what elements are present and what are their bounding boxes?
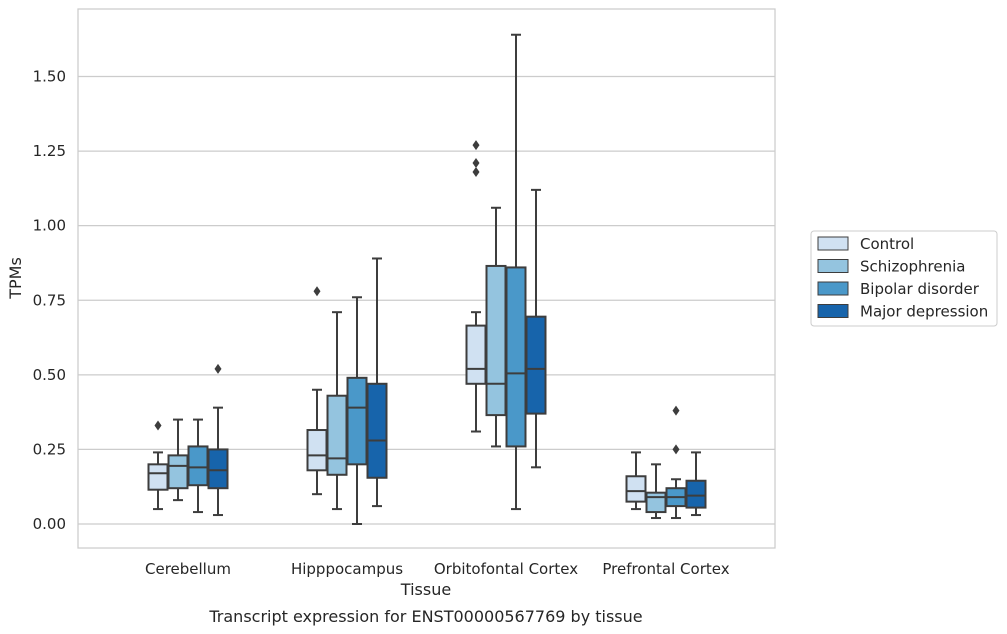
box xyxy=(645,463,667,520)
series-control xyxy=(147,140,647,511)
box-body xyxy=(207,448,229,490)
y-tick-label: 1.50 xyxy=(33,68,66,86)
legend-label: Schizophrenia xyxy=(860,258,965,276)
box xyxy=(346,296,368,525)
box xyxy=(306,286,328,496)
y-tick-label: 0.75 xyxy=(33,291,66,309)
y-tick-label: 0.50 xyxy=(33,366,66,384)
box xyxy=(525,188,547,469)
x-tick-label: Prefrontal Cortex xyxy=(602,560,729,578)
y-tick-label: 0.25 xyxy=(33,440,66,458)
box xyxy=(167,418,189,502)
box-body xyxy=(485,264,507,417)
y-tick-label: 0.00 xyxy=(33,515,66,533)
y-tick-labels: 0.00 0.25 0.50 0.75 1.00 1.25 1.50 xyxy=(33,68,66,534)
box-series xyxy=(147,33,707,525)
box-body xyxy=(366,382,388,479)
flier-point xyxy=(313,286,321,297)
legend-swatch xyxy=(817,259,849,273)
legend-frame xyxy=(810,230,998,327)
y-tick-label: 1.25 xyxy=(33,142,66,160)
box xyxy=(147,420,169,511)
box xyxy=(326,311,348,511)
legend-swatch xyxy=(817,236,849,251)
legend-swatch xyxy=(817,304,849,318)
flier-point xyxy=(154,420,162,431)
box-body xyxy=(625,475,647,503)
box xyxy=(665,405,687,520)
box-body xyxy=(167,454,189,490)
series-major-depression xyxy=(207,188,707,517)
x-tick-labels: Cerebellum Hipppocampus Orbitofontal Corte… xyxy=(145,560,730,578)
box-body xyxy=(685,479,707,509)
flier-point xyxy=(672,405,680,416)
y-tick-label: 1.00 xyxy=(33,217,66,235)
legend-label: Major depression xyxy=(860,303,988,321)
flier-point xyxy=(672,444,680,455)
x-tick-label: Cerebellum xyxy=(145,560,231,578)
box xyxy=(625,451,647,511)
x-tick-label: Orbitofontal Cortex xyxy=(434,560,578,578)
legend: Control Schizophrenia Bipolar disorder Majo… xyxy=(810,230,998,327)
chart-caption: Transcript expression for ENST0000056776… xyxy=(208,607,642,626)
box-body xyxy=(187,445,209,487)
box-body xyxy=(306,429,328,472)
box xyxy=(485,206,507,448)
box xyxy=(366,257,388,508)
box xyxy=(187,418,209,514)
box-body xyxy=(525,315,547,415)
box xyxy=(685,451,707,517)
legend-label: Bipolar disorder xyxy=(860,280,980,298)
box xyxy=(207,363,229,517)
box-body xyxy=(645,491,667,514)
box xyxy=(505,33,527,511)
box-body xyxy=(346,376,368,466)
y-axis-title: TPMs xyxy=(6,257,25,300)
x-tick-label: Hipppocampus xyxy=(291,560,403,578)
flier-point xyxy=(472,158,480,169)
box-body xyxy=(465,324,487,385)
box-body xyxy=(326,394,348,476)
flier-point xyxy=(472,166,480,177)
legend-swatch xyxy=(817,281,849,296)
flier-point xyxy=(472,140,480,151)
plot-area-frame xyxy=(77,8,776,549)
box-body xyxy=(147,463,169,491)
box-body xyxy=(505,266,527,448)
series-schizophrenia xyxy=(167,206,667,520)
flier-point xyxy=(214,363,222,374)
legend-label: Control xyxy=(860,235,914,253)
box xyxy=(465,140,487,433)
series-bipolar-disorder xyxy=(187,33,687,525)
x-axis-title: Tissue xyxy=(400,580,451,599)
